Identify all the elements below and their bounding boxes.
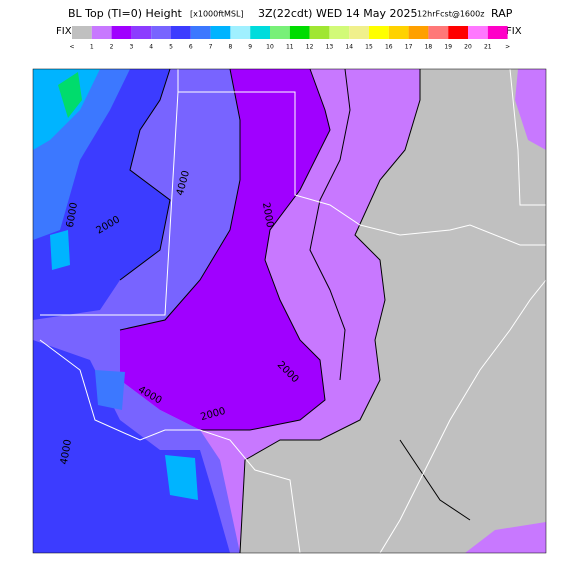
colorbar-swatch xyxy=(270,26,290,39)
colorbar-swatch xyxy=(468,26,488,39)
colorbar-swatch xyxy=(91,26,112,39)
colorbar: <1 2 3 4 5 6 7 8 9 10 11 12 13 14 15 16 17 18 19 20 21 > xyxy=(69,26,510,51)
region-light-blue xyxy=(95,370,125,410)
colorbar-tick-label: 19 xyxy=(444,44,452,51)
colorbar-swatch xyxy=(428,26,449,39)
colorbar-swatch xyxy=(349,26,369,39)
contour-line xyxy=(119,68,241,331)
colorbar-tick-label: 18 xyxy=(425,44,433,51)
title: BL Top (TI=0) Height xyxy=(68,7,183,20)
colorbar-left-label: FIX xyxy=(56,26,72,37)
forecast: 12hrFcst@1600z xyxy=(417,10,484,19)
contours xyxy=(119,68,471,554)
colorbar-right-label: FIX xyxy=(506,26,522,37)
colorbar-tick-label: 3 xyxy=(129,44,133,51)
colorbar-tick-label: 10 xyxy=(266,44,274,51)
colorbar-tick-label: 5 xyxy=(169,44,173,51)
colorbar-swatch xyxy=(408,26,429,39)
contour-label: 4000 xyxy=(59,439,74,466)
contour-line xyxy=(119,68,171,281)
colorbar-tick-label: 11 xyxy=(286,44,294,51)
state-borders xyxy=(39,68,547,554)
colorbar-tick-label: 2 xyxy=(110,44,114,51)
colorbar-tick-label: 15 xyxy=(365,44,373,51)
colorbar-tick-label: 4 xyxy=(149,44,153,51)
model: RAP xyxy=(491,7,513,20)
region-lavender xyxy=(465,522,546,553)
colorbar-tick-label: 20 xyxy=(464,44,472,51)
contour-line xyxy=(200,68,331,431)
contour-line xyxy=(399,439,471,521)
colorbar-swatch xyxy=(250,26,270,39)
colorbar-swatch xyxy=(230,26,251,39)
colorbar-swatch xyxy=(111,26,132,39)
colorbar-tick-label: 17 xyxy=(405,44,413,51)
colorbar-tick-label: 9 xyxy=(248,44,252,51)
colorbar-tick-label: 8 xyxy=(228,44,232,51)
colorbar-tick-label: 7 xyxy=(209,44,213,51)
colorbar-swatch xyxy=(190,26,211,39)
region-sky xyxy=(165,455,198,500)
colorbar-swatch xyxy=(388,26,409,39)
colorbar-swatch xyxy=(210,26,231,39)
colorbar-tick-label: 12 xyxy=(306,44,314,51)
colorbar-swatch xyxy=(131,26,152,39)
colorbar-swatch xyxy=(171,26,191,39)
region-sky xyxy=(50,230,70,270)
colorbar-tick-label: 6 xyxy=(189,44,193,51)
border-line xyxy=(509,68,546,206)
colorbar-swatch xyxy=(487,26,508,39)
contour-label: 2000 xyxy=(260,202,275,229)
units: [x1000ftMSL] xyxy=(190,10,244,19)
colorbar-tick-label: 16 xyxy=(385,44,393,51)
colorbar-tick-label: 21 xyxy=(484,44,492,51)
colorbar-tick-label: 13 xyxy=(326,44,334,51)
colorbar-swatch xyxy=(448,26,468,39)
region-purple xyxy=(120,69,330,430)
contour-line xyxy=(309,68,351,381)
colorbar-swatch xyxy=(369,26,389,39)
region-blue xyxy=(33,340,230,553)
border-line xyxy=(39,339,301,554)
border-line xyxy=(379,279,547,554)
region-green xyxy=(58,72,82,118)
colorbar-tick-label: 14 xyxy=(345,44,353,51)
border-line xyxy=(177,69,546,246)
colorbar-swatch xyxy=(329,26,350,39)
contour-line xyxy=(239,69,421,554)
colorbar-swatch xyxy=(72,26,92,39)
valid-time: 3Z(22cdt) WED 14 May 2025 xyxy=(258,7,417,20)
colorbar-tick-label: < xyxy=(69,44,74,51)
colorbar-tick-label: > xyxy=(505,44,510,51)
border-line xyxy=(40,91,179,316)
contour-label: 6000 xyxy=(65,202,80,229)
colorbar-swatch xyxy=(289,26,310,39)
colorbar-tick-label: 1 xyxy=(90,44,94,51)
map-frame xyxy=(32,68,547,554)
region-lavender xyxy=(515,69,546,150)
colorbar-swatch xyxy=(309,26,330,39)
colorbar-swatch xyxy=(151,26,171,39)
